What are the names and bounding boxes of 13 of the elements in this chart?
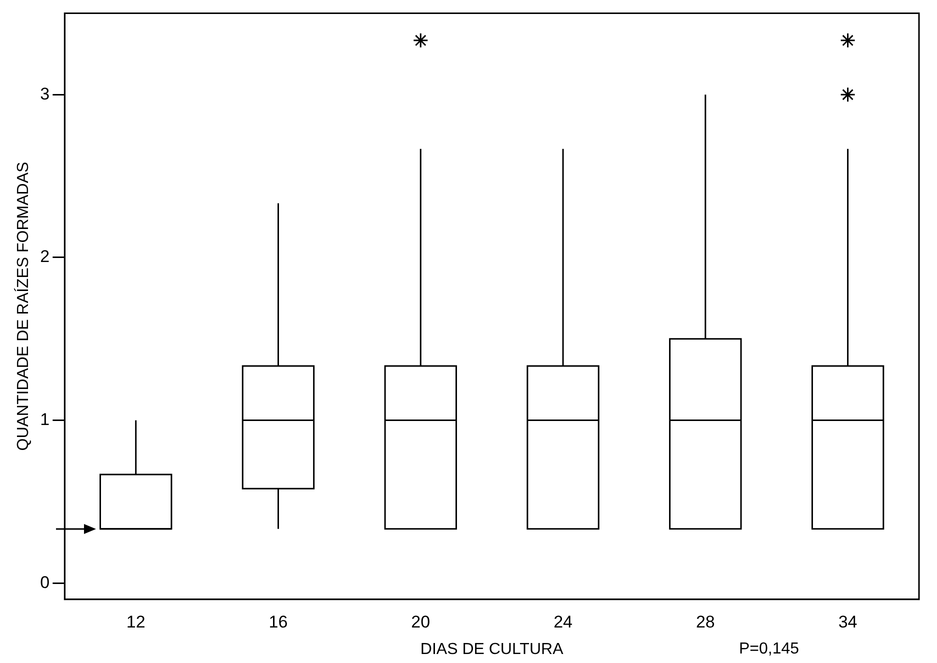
x-tick-label: 34 xyxy=(838,612,858,632)
x-tick-label: 16 xyxy=(268,612,288,632)
x-tick-label: 20 xyxy=(411,612,430,632)
x-axis-title: DIAS DE CULTURA xyxy=(420,640,564,658)
y-axis-title: QUANTIDADE DE RAÍZES FORMADAS xyxy=(14,162,32,451)
x-tick-label: 28 xyxy=(696,612,715,632)
text: P=0,145 xyxy=(738,640,800,658)
x-tick-label: 24 xyxy=(554,612,572,632)
y-tick-label: 2 xyxy=(40,247,50,266)
y-tick-label: 0 xyxy=(40,572,50,592)
y-tick-label: 3 xyxy=(40,84,50,104)
x-tick-label: 12 xyxy=(126,612,146,632)
y-tick-label: 1 xyxy=(40,410,50,429)
